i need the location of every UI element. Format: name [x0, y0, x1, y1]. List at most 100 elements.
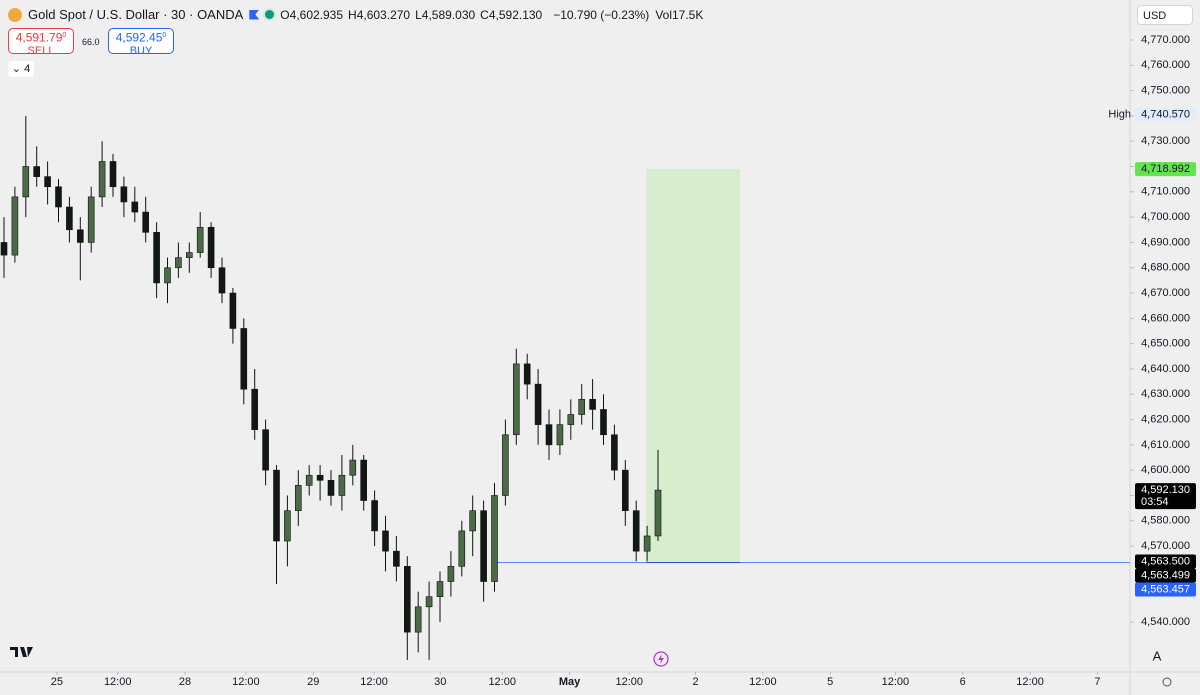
candle-body: [545, 424, 553, 446]
y-tick-label: 4,710.000: [1141, 186, 1190, 198]
ohlc-label: C: [480, 7, 489, 22]
volume-label: Vol: [655, 7, 672, 22]
y-tick-label: 4,730.000: [1141, 135, 1190, 147]
candle-body: [196, 226, 204, 253]
logo: [10, 647, 33, 657]
y-tick-label: 4,770.000: [1141, 34, 1190, 46]
y-tick-label: 4,610.000: [1141, 439, 1190, 451]
alert-bolt: [658, 654, 664, 664]
candle-body: [371, 500, 378, 532]
x-tick-label: 12:00: [360, 676, 388, 688]
ohlc-value: 4,603.270: [356, 7, 411, 22]
symbol-title[interactable]: Gold Spot / U.S. Dollar · 30 · OANDA: [28, 7, 244, 22]
candle-body: [349, 459, 357, 476]
y-tick-label: 4,640.000: [1141, 363, 1190, 375]
high-badge: [1135, 107, 1196, 122]
target-zone: [646, 169, 740, 563]
x-tick-label: May: [559, 676, 581, 688]
level-label: 4,563.457: [1141, 583, 1190, 595]
candle-body: [207, 226, 215, 269]
x-tick-label: 29: [307, 676, 319, 688]
candle-body: [22, 166, 30, 198]
candle-body: [164, 267, 171, 284]
header: Gold Spot / U.S. Dollar · 30 · OANDA O4,…: [8, 7, 703, 22]
candle-body: [33, 166, 41, 177]
candle-body: [491, 495, 498, 582]
candle-body: [262, 429, 269, 471]
flag[interactable]: [249, 9, 260, 20]
candle-body: [338, 474, 346, 496]
y-tick-label: 4,570.000: [1141, 540, 1190, 552]
candle-body: [87, 196, 95, 243]
buy-sup: 0: [162, 32, 167, 39]
x-tick-label: 12:00: [1016, 676, 1044, 688]
volume-value: 17.5K: [672, 7, 704, 22]
candle-body: [523, 363, 531, 385]
last-label: 4,592.130: [1141, 484, 1190, 496]
candle-body: [229, 292, 237, 329]
y-tick-label: 4,760.000: [1141, 59, 1190, 71]
x-tick-label: 7: [1094, 676, 1100, 688]
candle-body: [611, 434, 618, 471]
candle-body: [534, 383, 542, 425]
candle-body: [240, 328, 248, 390]
candle-body: [218, 267, 226, 294]
candle-body: [447, 566, 455, 582]
settings-icon: [1162, 677, 1172, 687]
y-tick-label: 4,580.000: [1141, 515, 1190, 527]
level-badge: [1135, 554, 1196, 569]
candle-body: [11, 196, 19, 256]
candle-body: [66, 206, 73, 231]
sell-button[interactable]: 4,591.790 SELL: [8, 28, 74, 57]
candle-body: [654, 489, 662, 537]
candle-body: [556, 424, 564, 446]
candle-body: [98, 161, 106, 198]
high-badge-label: 4,740.570: [1141, 108, 1190, 120]
currency-select[interactable]: USD: [1137, 5, 1193, 25]
candle-body: [469, 510, 477, 532]
candle-body: [360, 459, 368, 501]
candle-body: [512, 363, 520, 436]
y-tick-label: 4,660.000: [1141, 312, 1190, 324]
candle-body: [153, 232, 160, 284]
candle-body: [480, 510, 487, 582]
indicators-toggle[interactable]: ⌄ 4: [8, 61, 34, 77]
candle-body: [142, 211, 149, 233]
candle-body: [131, 201, 139, 213]
ohlc-label: H: [348, 7, 357, 22]
candle-body: [251, 388, 258, 430]
y-tick-label: 4,690.000: [1141, 236, 1190, 248]
ohlc-value: 4,589.030: [421, 7, 476, 22]
candle-body: [316, 474, 324, 481]
ohlc-label: O: [280, 7, 290, 22]
level-badge: [1135, 568, 1196, 583]
y-tick-label: 4,670.000: [1141, 287, 1190, 299]
ohlc-label: L: [415, 7, 422, 22]
target-badge: [1135, 162, 1196, 177]
ohlc-value: 4,602.935: [289, 7, 344, 22]
high-label: High: [1108, 108, 1131, 120]
candle-body: [175, 257, 182, 269]
change: −10.790 (−0.23%): [553, 7, 650, 22]
candle-body: [414, 606, 422, 633]
sell-sup: 0: [62, 32, 67, 39]
candle-body: [425, 596, 433, 608]
x-tick-label: 5: [827, 676, 833, 688]
y-tick-label: 4,750.000: [1141, 85, 1190, 97]
buy-button[interactable]: 4,592.450 BUY: [108, 28, 174, 57]
scale-mode: A: [1153, 648, 1162, 663]
candle-body: [600, 409, 607, 436]
x-tick-label: 12:00: [616, 676, 644, 688]
level-label: 4,563.500: [1141, 555, 1190, 567]
candle-body: [643, 535, 651, 552]
y-tick-label: 4,600.000: [1141, 464, 1190, 476]
spread: 66.0: [82, 37, 100, 47]
x-tick-label: 12:00: [104, 676, 132, 688]
buy-label: BUY: [129, 44, 153, 57]
candle-body: [567, 414, 575, 425]
ohlc-value: 4,592.130: [488, 7, 543, 22]
x-tick-label: 6: [960, 676, 966, 688]
target-badge-label: 4,718.992: [1141, 163, 1190, 175]
symbol-icon: [8, 7, 22, 22]
